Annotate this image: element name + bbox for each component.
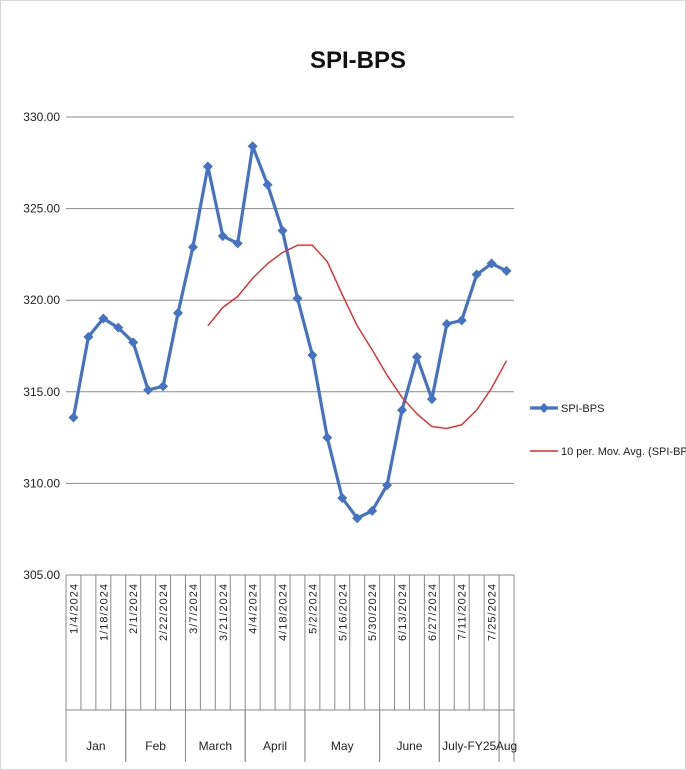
month-label: Jan [86, 739, 105, 753]
series-line-spi-bps [71, 144, 508, 520]
y-tick-label: 330.00 [23, 110, 60, 124]
x-tick-label: 1/4/2024 [68, 583, 80, 634]
chart-title: SPI-BPS [310, 47, 406, 74]
y-tick-label: 305.00 [23, 568, 60, 582]
data-point [83, 331, 94, 342]
y-tick-label: 325.00 [23, 202, 60, 216]
y-tick-label: 320.00 [23, 293, 60, 307]
data-point [456, 315, 467, 326]
x-tick-label: 5/16/2024 [337, 583, 349, 641]
data-point [411, 351, 422, 362]
x-axis: 1/4/2024 1/18/2024 2/1/2024 2/22/2024 3/7/20… [65, 575, 517, 762]
month-label: Feb [145, 739, 166, 753]
data-point [501, 265, 512, 276]
data-point [98, 313, 109, 324]
x-tick-label: 7/11/2024 [457, 583, 469, 640]
data-point [322, 432, 333, 443]
data-point [471, 269, 482, 280]
data-point [352, 513, 363, 524]
data-point [187, 242, 198, 253]
y-tick-label: 310.00 [23, 476, 60, 490]
x-tick-label: 6/13/2024 [397, 583, 409, 641]
series-line-moving-average [207, 244, 508, 430]
data-point [143, 384, 154, 395]
series-layer [68, 141, 512, 524]
data-point [232, 238, 243, 249]
x-tick-label: 3/21/2024 [218, 583, 230, 641]
data-point [397, 405, 407, 416]
x-tick-label: 6/27/2024 [427, 583, 439, 641]
x-tick-label: 4/18/2024 [278, 583, 290, 641]
data-point [113, 322, 124, 333]
data-point [262, 179, 273, 190]
month-label: June [396, 739, 422, 753]
x-tick-label: 5/2/2024 [307, 583, 319, 634]
y-axis: 305.00 310.00 315.00 320.00 325.00 330.00 [23, 110, 60, 582]
data-point [158, 381, 169, 392]
data-point [382, 480, 393, 491]
data-point [247, 141, 258, 152]
x-tick-label: 4/4/2024 [248, 583, 260, 634]
data-point [367, 505, 378, 516]
legend: SPI-BPS 10 per. Mov. Avg. (SPI-BPS) [530, 403, 686, 458]
data-point [202, 161, 213, 172]
data-point [217, 231, 228, 242]
data-point [337, 493, 348, 504]
month-label: April [263, 739, 287, 753]
legend-marker [539, 403, 549, 413]
x-tick-label: 2/1/2024 [128, 583, 140, 634]
data-point [68, 412, 79, 423]
month-label: May [331, 739, 354, 753]
x-tick-label: 1/18/2024 [98, 583, 110, 641]
data-point [292, 293, 303, 304]
month-label: July-FY25 [442, 739, 496, 753]
legend-label: 10 per. Mov. Avg. (SPI-BPS) [561, 446, 686, 458]
data-point [441, 319, 452, 330]
legend-label: SPI-BPS [561, 403, 604, 415]
y-tick-label: 315.00 [23, 385, 60, 399]
x-tick-label: 3/7/2024 [188, 583, 200, 634]
data-point [128, 337, 139, 348]
x-tick-label: 7/25/2024 [487, 583, 499, 641]
data-point [426, 394, 437, 405]
month-label: Aug [496, 739, 517, 753]
x-tick-label: 5/30/2024 [367, 583, 379, 641]
data-point [277, 225, 288, 236]
x-tick-label: 2/22/2024 [158, 583, 170, 641]
month-label: March [199, 739, 232, 753]
data-point [486, 258, 497, 269]
data-point [173, 308, 183, 319]
data-point [307, 350, 318, 361]
